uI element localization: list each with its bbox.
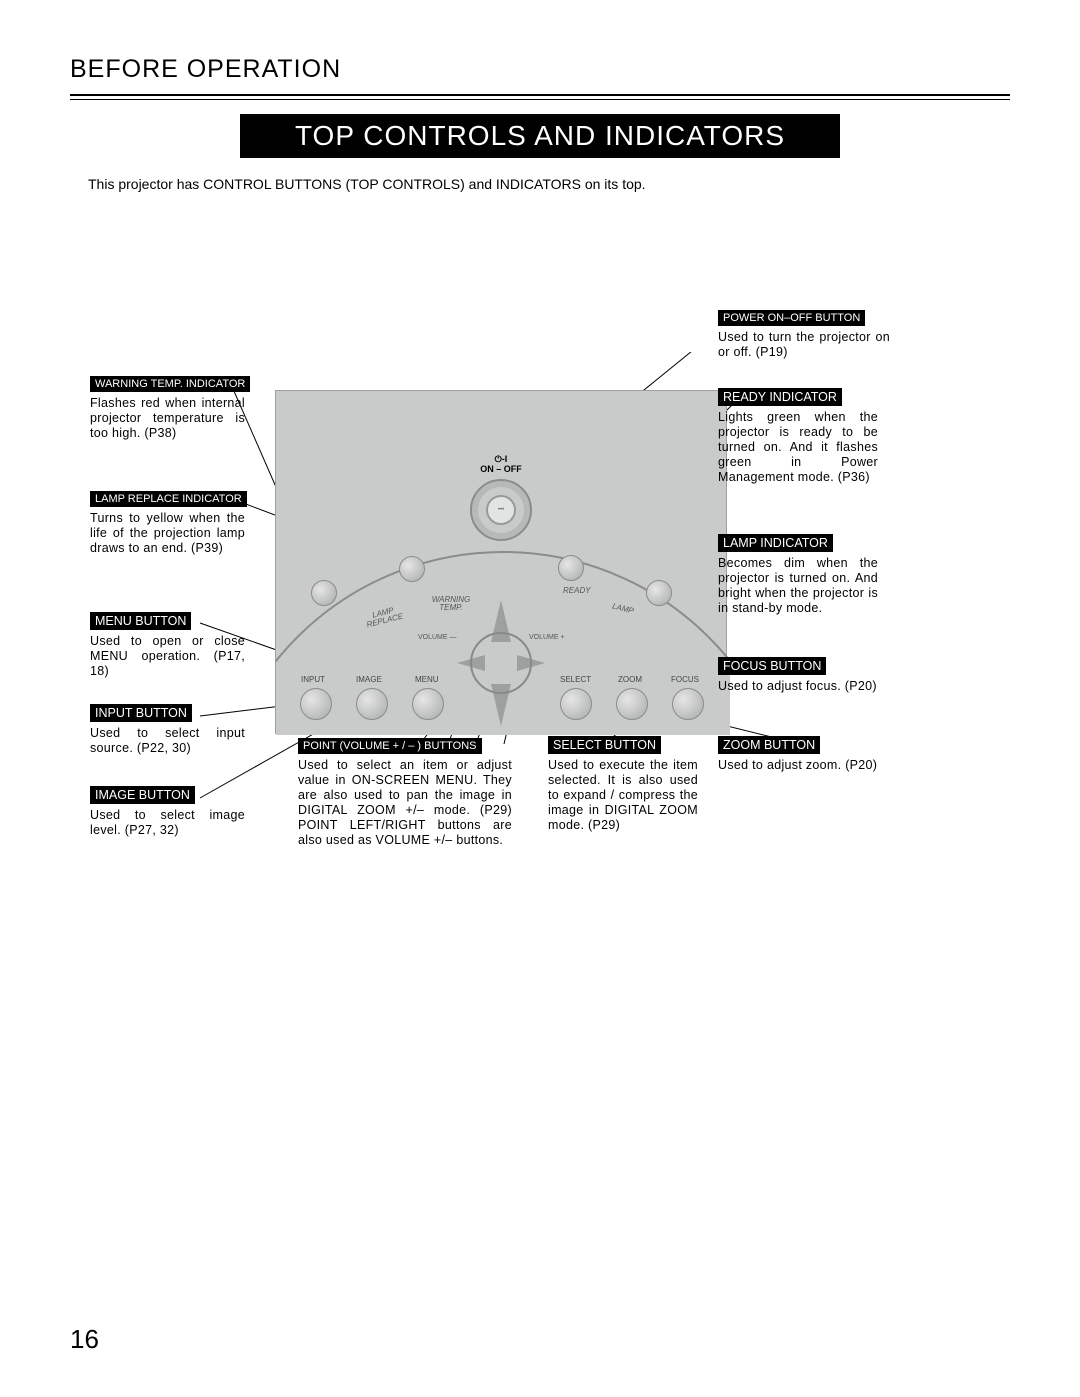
vol-minus-label: VOLUME — [418, 634, 457, 642]
ready-label: READY [563, 587, 591, 595]
desc: Used to select input source. (P22, 30) [90, 726, 245, 756]
page-title: TOP CONTROLS AND INDICATORS [240, 114, 840, 158]
lamp-led [646, 580, 672, 606]
power-label: ⏻-I ON – OFF [480, 454, 522, 474]
desc: Becomes dim when the projector is turned… [718, 556, 878, 616]
callout-menu: MENU BUTTON Used to open or close MENU o… [90, 612, 245, 679]
image-label: IMAGE [356, 675, 382, 684]
power-button[interactable]: ••• [470, 479, 532, 541]
select-button[interactable] [560, 688, 592, 720]
desc: Used to open or close MENU operation. (P… [90, 634, 245, 679]
power-button-inner: ••• [486, 495, 516, 525]
ready-led [558, 555, 584, 581]
tag: LAMP REPLACE INDICATOR [90, 491, 247, 507]
input-label: INPUT [301, 675, 325, 684]
tag: ZOOM BUTTON [718, 736, 820, 754]
callout-focus: FOCUS BUTTON Used to adjust focus. (P20) [718, 657, 878, 694]
callout-image: IMAGE BUTTON Used to select image level.… [90, 786, 245, 838]
section-header: BEFORE OPERATION [70, 55, 1010, 88]
tag: POWER ON–OFF BUTTON [718, 310, 865, 326]
callout-lamp-replace: LAMP REPLACE INDICATOR Turns to yellow w… [90, 489, 245, 556]
image-button[interactable] [356, 688, 388, 720]
callout-power: POWER ON–OFF BUTTON Used to turn the pro… [718, 308, 890, 360]
tag: LAMP INDICATOR [718, 534, 833, 552]
input-button[interactable] [300, 688, 332, 720]
intro-text: This projector has CONTROL BUTTONS (TOP … [88, 176, 1010, 192]
dpad-ring [470, 632, 532, 694]
tag: SELECT BUTTON [548, 736, 661, 754]
tag: POINT (VOLUME + / – ) BUTTONS [298, 738, 482, 754]
desc: Lights green when the projector is ready… [718, 410, 878, 485]
desc: Used to adjust focus. (P20) [718, 679, 878, 694]
tag: READY INDICATOR [718, 388, 842, 406]
menu-button[interactable] [412, 688, 444, 720]
callout-input: INPUT BUTTON Used to select input source… [90, 704, 245, 756]
zoom-label: ZOOM [618, 675, 642, 684]
select-label: SELECT [560, 675, 591, 684]
zoom-button[interactable] [616, 688, 648, 720]
tag: WARNING TEMP. INDICATOR [90, 376, 250, 392]
desc: Flashes red when internal projector temp… [90, 396, 245, 441]
focus-label: FOCUS [671, 675, 699, 684]
control-panel: ⏻-I ON – OFF ••• WARNING TEMP. READY LAM… [275, 390, 727, 734]
tag: MENU BUTTON [90, 612, 191, 630]
diagram-area: ⏻-I ON – OFF ••• WARNING TEMP. READY LAM… [70, 352, 1010, 992]
callout-select: SELECT BUTTON Used to execute the item s… [548, 736, 698, 833]
desc: Used to select an item or adjust value i… [298, 758, 512, 848]
menu-label: MENU [415, 675, 439, 684]
warning-temp-led [311, 580, 337, 606]
desc: Used to adjust zoom. (P20) [718, 758, 878, 773]
desc: Used to select image level. (P27, 32) [90, 808, 245, 838]
tag: INPUT BUTTON [90, 704, 192, 722]
lamp-replace-led [399, 556, 425, 582]
callout-point: POINT (VOLUME + / – ) BUTTONS Used to se… [298, 736, 512, 848]
page-number: 16 [70, 1324, 99, 1355]
dpad[interactable] [459, 606, 543, 720]
callout-zoom: ZOOM BUTTON Used to adjust zoom. (P20) [718, 736, 878, 773]
callout-warning-temp: WARNING TEMP. INDICATOR Flashes red when… [90, 374, 245, 441]
focus-button[interactable] [672, 688, 704, 720]
desc: Used to execute the item selected. It is… [548, 758, 698, 833]
callout-ready: READY INDICATOR Lights green when the pr… [718, 388, 878, 485]
tag: IMAGE BUTTON [90, 786, 195, 804]
desc: Turns to yellow when the life of the pro… [90, 511, 245, 556]
desc: Used to turn the projector on or off. (P… [718, 330, 890, 360]
callout-lamp: LAMP INDICATOR Becomes dim when the proj… [718, 534, 878, 616]
divider [70, 94, 1010, 100]
tag: FOCUS BUTTON [718, 657, 826, 675]
